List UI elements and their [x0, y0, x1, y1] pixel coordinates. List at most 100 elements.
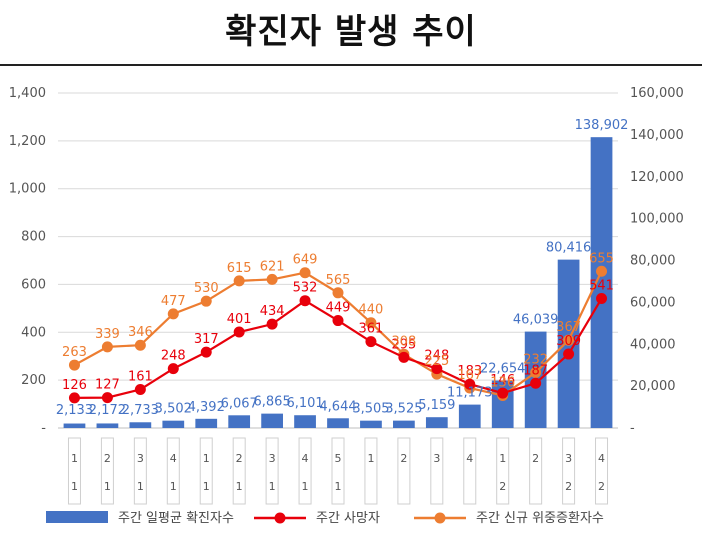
bar-value-label: 80,416 — [546, 241, 592, 256]
left-axis-tick-label: - — [41, 421, 46, 436]
category-week-label: 4 — [302, 452, 309, 465]
bar-value-label: 5,159 — [418, 398, 455, 413]
category-month-label: 1 — [335, 480, 342, 493]
severe-point — [266, 273, 278, 285]
deaths-point — [398, 351, 410, 363]
deaths-value-label: 248 — [161, 349, 186, 364]
bar — [425, 417, 448, 428]
deaths-point — [497, 387, 509, 399]
category-month-label: 1 — [137, 480, 144, 493]
severe-value-label: 477 — [161, 294, 186, 309]
severe-value-label: 615 — [227, 261, 252, 276]
bar — [294, 415, 316, 428]
severe-point — [530, 366, 542, 378]
severe-point — [365, 317, 377, 329]
deaths-value-label: 361 — [359, 322, 384, 337]
bar — [261, 413, 283, 428]
deaths-point — [200, 346, 212, 358]
category-month-label: 2 — [565, 480, 572, 493]
deaths-value-label: 309 — [556, 334, 581, 349]
category-label-box — [562, 437, 576, 505]
right-axis-tick-label: 120,000 — [630, 170, 684, 185]
legend-bar-swatch — [46, 511, 108, 523]
deaths-value-label: 146 — [490, 373, 515, 388]
category-label-box — [397, 437, 411, 505]
category-week-label: 1 — [367, 452, 374, 465]
bar — [590, 137, 613, 428]
severe-value-label: 263 — [62, 345, 87, 360]
deaths-value-label: 187 — [523, 363, 548, 378]
category-month-label: 1 — [104, 480, 111, 493]
severe-value-label: 225 — [424, 354, 449, 369]
category-week-label: 4 — [598, 452, 605, 465]
category-week-label: 4 — [170, 452, 177, 465]
deaths-value-label: 161 — [128, 369, 153, 384]
right-axis-ticks: - 20,000 40,000 60,000 80,000 100,000 120,000 1… — [630, 86, 684, 436]
right-axis-tick-label: 20,000 — [630, 379, 676, 394]
bar-value-label: 11,173 — [447, 386, 493, 401]
left-axis-tick-label: 200 — [21, 373, 46, 388]
deaths-value-label: 532 — [293, 281, 318, 296]
line-series — [68, 265, 608, 404]
left-axis-ticks: - 200 400 600 800 1,000 1,200 1,400 — [9, 86, 47, 436]
category-week-label: 3 — [269, 452, 276, 465]
severe-value-label: 232 — [523, 352, 548, 367]
bar-value-label: 46,039 — [513, 313, 559, 328]
title-divider — [0, 64, 702, 66]
severe-value-label: 621 — [260, 259, 285, 274]
bar-value-label: 3,505 — [352, 402, 389, 417]
category-label-box — [496, 437, 510, 505]
category-month-label: 2 — [598, 480, 605, 493]
deaths-point — [365, 336, 377, 348]
category-label-box — [298, 437, 312, 505]
category-month-label: 1 — [302, 480, 309, 493]
right-axis-tick-label: - — [630, 421, 635, 436]
deaths-value-label: 127 — [95, 378, 120, 393]
data-labels: 2,1332,1722,7333,5024,3926,0676,8656,101… — [56, 118, 629, 418]
category-label-box — [463, 437, 477, 505]
category-week-label: 4 — [466, 452, 473, 465]
severe-point — [134, 339, 146, 351]
deaths-point — [233, 326, 245, 338]
left-axis-tick-label: 1,200 — [9, 134, 46, 149]
deaths-point — [464, 378, 476, 390]
category-month-label: 1 — [170, 480, 177, 493]
severe-value-label: 655 — [589, 251, 614, 266]
bar-value-label: 2,733 — [122, 403, 159, 418]
category-label-box — [595, 437, 609, 505]
bar — [195, 418, 218, 428]
deaths-value-label: 248 — [424, 349, 449, 364]
severe-value-label: 367 — [556, 320, 581, 335]
deaths-point — [563, 348, 575, 360]
category-label-box — [199, 437, 213, 505]
severe-point — [68, 359, 80, 371]
severe-value-label: 136 — [490, 375, 515, 390]
right-axis-tick-label: 60,000 — [630, 295, 676, 310]
category-label-box — [67, 437, 81, 505]
right-axis-tick-label: 140,000 — [630, 128, 684, 143]
bar-value-label: 6,865 — [254, 395, 291, 410]
left-axis-tick-label: 800 — [21, 230, 46, 245]
bar-value-label: 3,502 — [155, 402, 192, 417]
bar — [162, 420, 185, 428]
severe-point — [332, 287, 344, 299]
deaths-point — [134, 383, 146, 395]
category-month-label: 1 — [269, 480, 276, 493]
bar — [327, 418, 349, 428]
right-axis-tick-label: 100,000 — [630, 212, 684, 227]
severe-value-label: 565 — [326, 273, 351, 288]
severe-point — [596, 265, 608, 277]
deaths-point — [167, 363, 179, 375]
bar — [63, 423, 86, 428]
category-week-label: 1 — [203, 452, 210, 465]
deaths-point — [530, 377, 542, 389]
deaths-point — [596, 293, 608, 305]
right-axis-tick-label: 160,000 — [630, 86, 684, 101]
severe-point — [101, 341, 113, 353]
deaths-value-label: 434 — [260, 304, 285, 319]
deaths-point — [68, 392, 80, 404]
deaths-point — [266, 318, 278, 330]
left-axis-tick-label: 600 — [21, 277, 46, 292]
left-axis-tick-label: 400 — [21, 325, 46, 340]
bar-value-label: 6,067 — [221, 396, 258, 411]
